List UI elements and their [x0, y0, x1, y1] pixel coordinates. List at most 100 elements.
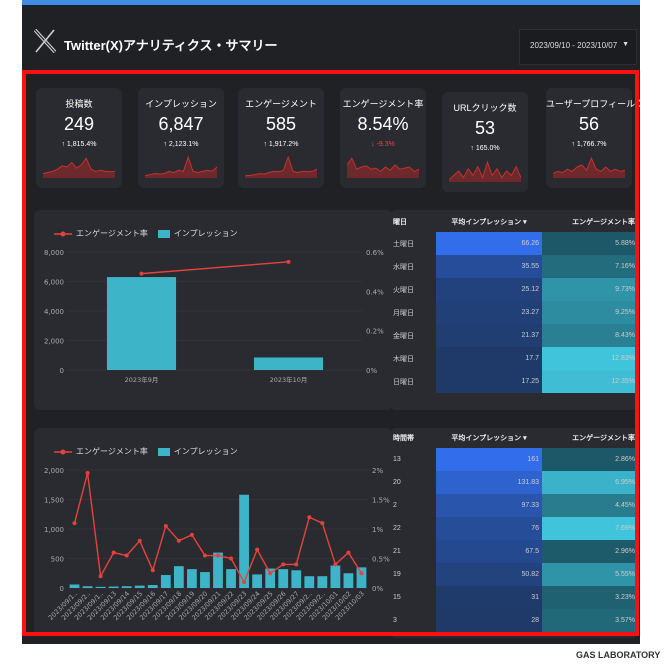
table-row[interactable]: 21 67.5 2.96% [390, 540, 638, 563]
y-tick-left: 0 [60, 585, 64, 593]
card-label: ユーザープロフィールクリック [546, 99, 640, 109]
y-tick-left: 500 [51, 556, 64, 564]
sparkline [347, 157, 419, 178]
sparkline-line [449, 160, 521, 181]
column-header[interactable]: エンゲージメント率 [572, 219, 635, 226]
table-row[interactable]: 13 161 2.86% [390, 448, 638, 471]
column-header[interactable]: 曜日 [393, 219, 407, 226]
monthly-chart-panel: エンゲージメント率 インプレッション 8,000 6,000 4,000 2,000 0… [34, 210, 392, 410]
bar [121, 586, 132, 588]
line-point [242, 580, 247, 585]
row-key: 22 [393, 525, 401, 532]
sparkline-area [145, 157, 217, 178]
card-delta: ↑ 165.0% [470, 145, 500, 152]
column-header[interactable]: エンゲージメント率 [572, 435, 635, 442]
date-range-text: 2023/09/10 - 2023/10/07 [530, 41, 618, 50]
table-row[interactable]: 日曜日 17.25 12.35% [390, 370, 638, 393]
daily-chart: 2,0001,5001,00050002%1.5%1%0.5%0%2023/09… [44, 467, 390, 622]
y-tick-left: 1,500 [44, 497, 64, 505]
table-row[interactable]: 20 131.83 6.95% [390, 471, 638, 494]
bar [330, 565, 341, 588]
table-row[interactable]: 2 97.33 4.45% [390, 494, 638, 517]
row-key: 20 [393, 479, 401, 486]
bar [134, 585, 145, 588]
line-point [139, 271, 144, 276]
avg-impressions-cell: 67.5 [436, 540, 542, 563]
table-row[interactable]: 水曜日 35.55 7.16% [390, 255, 638, 278]
card-url-clicks[interactable]: URLクリック数 53 ↑ 165.0% [442, 92, 528, 192]
line-point [281, 562, 286, 567]
legend-label: インプレッション [173, 229, 238, 238]
column-header[interactable]: 時間帯 [393, 435, 414, 442]
table-row[interactable]: 木曜日 17.7 12.83% [390, 347, 638, 370]
bar [252, 574, 263, 588]
line-point [346, 550, 351, 555]
engagement-rate-cell: 6.95% [542, 471, 638, 494]
card-engagements[interactable]: エンゲージメント 585 ↑ 1,917.2% [238, 88, 324, 188]
card-impressions[interactable]: インプレッション 6,847 ↑ 2,123.1% [138, 88, 224, 188]
page-title: Twitter(X)アナリティクス・サマリー [64, 38, 278, 53]
bar [187, 569, 197, 588]
bar-legend-icon [157, 229, 170, 238]
line-point [320, 521, 325, 526]
table-row[interactable]: 15 31 3.23% [390, 586, 638, 609]
row-key: 2 [393, 502, 397, 509]
x-tick-label: 2023年9月 [125, 375, 159, 384]
card-profile-clicks[interactable]: ユーザープロフィールクリック 56 ↑ 1,766.7% [546, 88, 640, 188]
engagement-rate-cell: 3.57% [542, 609, 638, 632]
engagement-rate-cell: 8.43% [542, 324, 638, 347]
line-point [124, 553, 129, 558]
line-point [333, 562, 338, 567]
avg-impressions-cell: 17.7 [436, 347, 542, 370]
sparkline-line [145, 156, 217, 177]
line-point [111, 550, 116, 555]
table-row[interactable]: 金曜日 21.37 8.43% [390, 324, 638, 347]
line-point [98, 574, 103, 579]
card-value: 56 [578, 114, 600, 134]
card-engagement-rate[interactable]: エンゲージメント率 8.54% ↓ -9.3% [340, 88, 426, 188]
table-row[interactable]: 19 50.82 5.55% [390, 563, 638, 586]
avg-impressions-cell: 23.27 [436, 301, 542, 324]
row-key: 3 [393, 617, 397, 624]
card-delta: ↑ 1,815.4% [61, 141, 97, 148]
avg-impressions-cell: 66.26 [436, 232, 542, 255]
hour-table-panel: 時間帯 平均インプレッション ▾ エンゲージメント率 13 161 2.86% 20 1… [390, 428, 638, 638]
x-tick-label: 2023年10月 [270, 375, 308, 384]
bar [213, 552, 223, 588]
column-header[interactable]: 平均インプレッション ▾ [451, 219, 527, 226]
card-posts[interactable]: 投稿数 249 ↑ 1,815.4% [36, 88, 122, 188]
table-row[interactable]: 火曜日 25.12 9.73% [390, 278, 638, 301]
column-header[interactable]: 平均インプレッション ▾ [451, 435, 527, 442]
bar [226, 569, 236, 588]
card-value: 585 [265, 114, 297, 134]
row-key: 月曜日 [393, 309, 414, 317]
y-tick-left: 1,000 [44, 526, 64, 534]
sparkline-area [43, 158, 115, 178]
y-tick-right: 0% [366, 367, 377, 375]
bar [147, 585, 158, 588]
monthly-chart: 8,000 6,000 4,000 2,000 0 0.6% 0.4% 0.2% 0% 2023年… [44, 249, 384, 384]
bar [200, 572, 210, 588]
bar-legend-icon [157, 447, 170, 456]
bar [253, 357, 324, 370]
bar [265, 568, 276, 588]
card-label: URLクリック数 [453, 103, 517, 113]
sparkline-line [245, 156, 317, 177]
table-row[interactable]: 月曜日 23.27 9.25% [390, 301, 638, 324]
sparkline-line [347, 157, 419, 173]
table-row[interactable]: 土曜日 66.26 5.88% [390, 232, 638, 255]
sparkline [43, 157, 115, 178]
table-row[interactable]: 22 76 7.69% [390, 517, 638, 540]
chart-legend: エンゲージメント率 インプレッション [54, 446, 238, 457]
bar [95, 586, 106, 588]
table-row[interactable]: 3 28 3.57% [390, 609, 638, 632]
card-delta: ↑ 1,917.2% [263, 141, 299, 148]
card-value: 249 [63, 114, 95, 134]
line-legend-icon [54, 449, 72, 454]
legend-label: インプレッション [173, 447, 238, 456]
avg-impressions-cell: 25.12 [436, 278, 542, 301]
date-range-selector[interactable]: 2023/09/10 - 2023/10/07 ▼ [519, 29, 637, 65]
bar [82, 586, 93, 588]
header: Twitter(X)アナリティクス・サマリー 2023/09/10 - 2023… [22, 5, 640, 65]
avg-impressions-cell: 17.25 [436, 370, 542, 393]
